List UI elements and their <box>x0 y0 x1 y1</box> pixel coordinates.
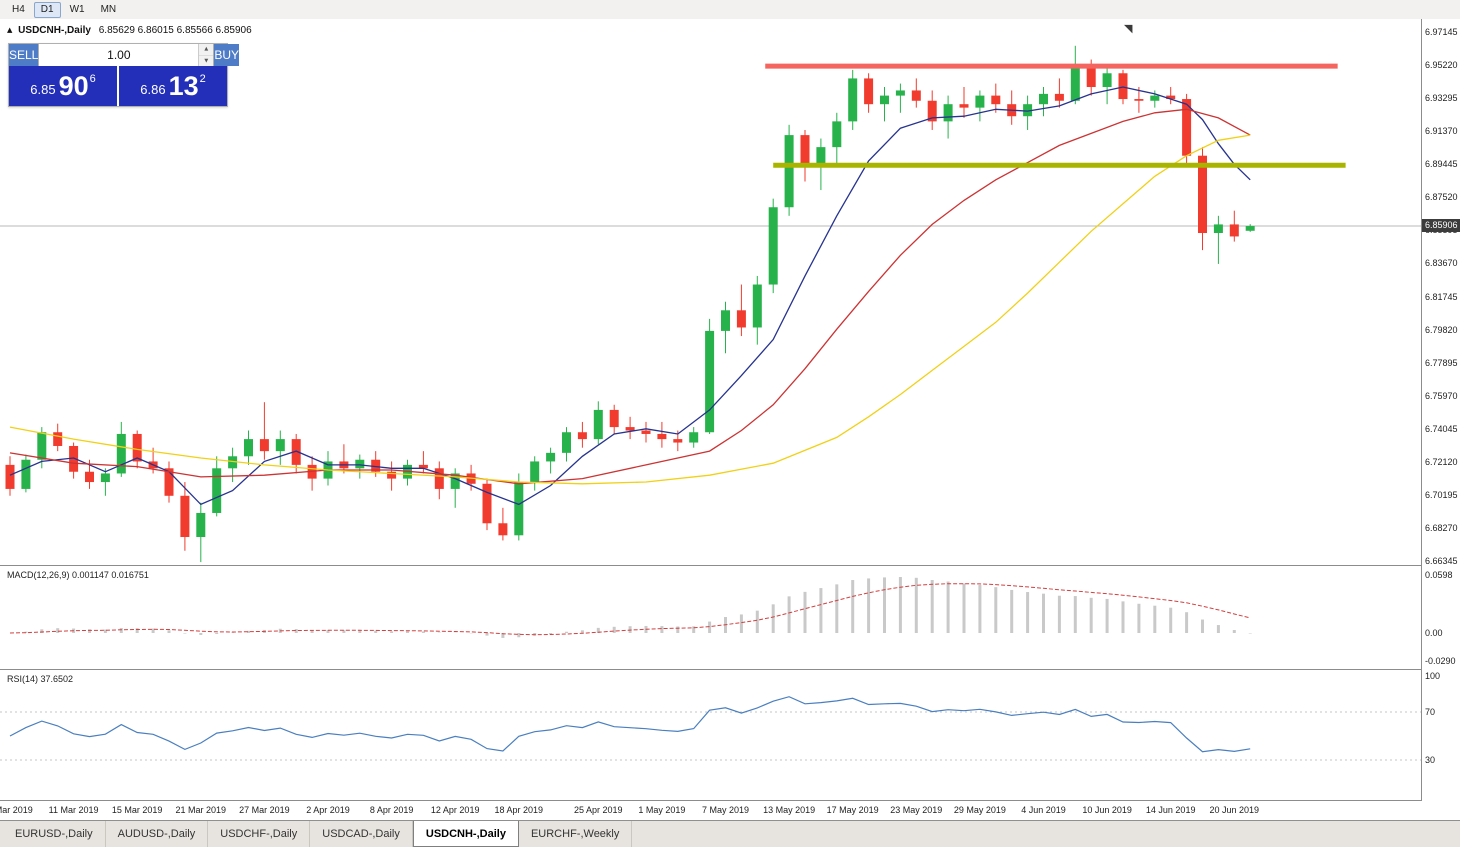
tab-usdcnh-daily[interactable]: USDCNH-,Daily <box>412 821 519 847</box>
buy-price-sup: 2 <box>199 73 206 85</box>
sell-price-display[interactable]: 6.85 90 6 <box>9 66 117 106</box>
tab-usdcad-daily[interactable]: USDCAD-,Daily <box>310 821 413 847</box>
price-tick-label: 6.83670 <box>1425 258 1458 269</box>
rsi-label: RSI(14) 37.6502 <box>7 674 74 684</box>
time-axis-label: 29 May 2019 <box>953 805 1006 815</box>
time-axis-label: 4 Jun 2019 <box>1021 805 1066 815</box>
price-chart-canvas[interactable] <box>0 20 1421 565</box>
rsi-canvas[interactable] <box>0 670 1421 801</box>
time-axis-label: 7 May 2019 <box>701 805 750 815</box>
price-tick-label: 6.97145 <box>1425 27 1458 37</box>
time-axis-label: 18 Apr 2019 <box>494 805 544 815</box>
price-tick-label: 6.77895 <box>1425 357 1458 368</box>
chart-shift-marker-icon: ◥ <box>1124 22 1133 35</box>
price-tick-label: 6.87520 <box>1425 192 1458 203</box>
timeframe-button-d1[interactable]: D1 <box>33 1 61 18</box>
timeframe-button-mn[interactable]: MN <box>100 3 117 15</box>
chart-window: ▲ USDCNH-,Daily 6.85629 6.86015 6.85566 … <box>0 19 1460 821</box>
time-axis-label: 23 May 2019 <box>890 805 943 815</box>
time-axis-label: 17 May 2019 <box>826 805 879 815</box>
time-axis-label: 10 Jun 2019 <box>1082 805 1132 815</box>
sell-price-big: 90 <box>58 71 89 101</box>
time-axis-label: 20 Jun 2019 <box>1209 805 1260 815</box>
buy-button[interactable]: BUY <box>214 44 240 66</box>
time-axis-label: 15 Mar 2019 <box>111 805 163 815</box>
price-tick-label: 6.95220 <box>1425 60 1458 71</box>
timeframe-button-w1[interactable]: W1 <box>69 3 85 15</box>
price-tick-label: 6.93295 <box>1425 93 1458 104</box>
price-tick-label: 6.66345 <box>1425 556 1458 566</box>
chart-title-icon: ▲ <box>7 26 13 34</box>
chart-title: ▲ USDCNH-,Daily 6.85629 6.86015 6.85566 … <box>7 25 252 36</box>
time-axis[interactable]: 5 Mar 2019 11 Mar 2019 15 Mar 2019 21 Mar 2… <box>0 801 1421 820</box>
time-axis-label: 25 Apr 2019 <box>574 805 623 815</box>
macd-scale-zero: 0.00 <box>1425 628 1443 638</box>
tab-eurusd-daily[interactable]: EURUSD-,Daily <box>3 821 106 847</box>
macd-scale-bottom: -0.0290 <box>1425 656 1456 666</box>
time-axis-label: 21 Mar 2019 <box>175 805 227 815</box>
time-axis-label: 2 Apr 2019 <box>306 805 350 815</box>
time-axis-label: 27 Mar 2019 <box>239 805 290 815</box>
price-tick-label: 6.91370 <box>1425 126 1458 137</box>
price-tick-label: 6.68270 <box>1425 522 1458 533</box>
current-price-tag: 6.85906 <box>1422 219 1460 233</box>
timeframe-button-h4[interactable]: H4 <box>12 3 25 15</box>
price-tick-label: 6.70195 <box>1425 489 1458 500</box>
price-tick-label: 6.74045 <box>1425 423 1458 434</box>
sell-price-main: 6.85 <box>30 82 56 97</box>
panel-separator[interactable] <box>0 565 1460 566</box>
time-axis-label: 13 May 2019 <box>763 805 816 815</box>
chart-symbol-label: USDCNH-,Daily <box>18 25 91 36</box>
volume-down-button[interactable]: ▼ <box>199 55 214 66</box>
time-axis-label: 12 Apr 2019 <box>430 805 480 815</box>
timeframe-buttons: H4 D1 W1 MN <box>4 1 124 18</box>
price-axis[interactable]: 0.0598 0.00 -0.0290 100 70 30 6.85906 6.… <box>1421 19 1460 801</box>
chart-tab-bar: EURUSD-,Daily AUDUSD-,Daily USDCHF-,Daily U… <box>0 820 1460 847</box>
macd-canvas[interactable] <box>0 566 1421 668</box>
buy-price-display[interactable]: 6.86 13 2 <box>119 66 227 106</box>
time-axis-label: 11 Mar 2019 <box>48 805 99 815</box>
time-axis-label: 1 May 2019 <box>638 805 686 815</box>
time-axis-label: 14 Jun 2019 <box>1145 805 1196 815</box>
tab-usdchf-daily[interactable]: USDCHF-,Daily <box>208 821 311 847</box>
volume-box: ▲ ▼ <box>38 44 215 66</box>
price-tick-label: 6.72120 <box>1425 456 1458 467</box>
time-axis-label: 8 Apr 2019 <box>369 805 414 815</box>
volume-up-button[interactable]: ▲ <box>199 44 214 56</box>
rsi-scale-70: 70 <box>1425 707 1436 717</box>
tab-eurchf-weekly[interactable]: EURCHF-,Weekly <box>519 821 633 847</box>
panel-separator[interactable] <box>0 669 1460 670</box>
buy-price-main: 6.86 <box>140 82 166 97</box>
buy-price-big: 13 <box>168 71 199 101</box>
price-tick-label: 6.81745 <box>1425 291 1458 302</box>
chart-ohlc-values: 6.85629 6.86015 6.85566 6.85906 <box>98 25 252 36</box>
toolbar: H4 D1 W1 MN <box>0 0 1460 20</box>
time-axis-label: 5 Mar 2019 <box>0 805 33 815</box>
price-tick-label: 6.75970 <box>1425 390 1458 401</box>
macd-label: MACD(12,26,9) 0.001147 0.016751 <box>7 570 149 580</box>
price-tick-label: 6.89445 <box>1425 159 1458 170</box>
sell-price-sup: 6 <box>89 73 96 85</box>
rsi-scale-30: 30 <box>1425 755 1436 765</box>
rsi-scale-100: 100 <box>1425 671 1441 681</box>
macd-scale-top: 0.0598 <box>1425 570 1453 580</box>
sell-button[interactable]: SELL <box>9 44 39 66</box>
panel-separator[interactable] <box>0 800 1460 801</box>
volume-input[interactable] <box>39 44 199 66</box>
one-click-trading-panel: SELL ▲ ▼ BUY 6.85 90 6 6.86 13 2 <box>8 43 240 107</box>
price-tick-label: 6.79820 <box>1425 324 1458 335</box>
tab-audusd-daily[interactable]: AUDUSD-,Daily <box>106 821 209 847</box>
